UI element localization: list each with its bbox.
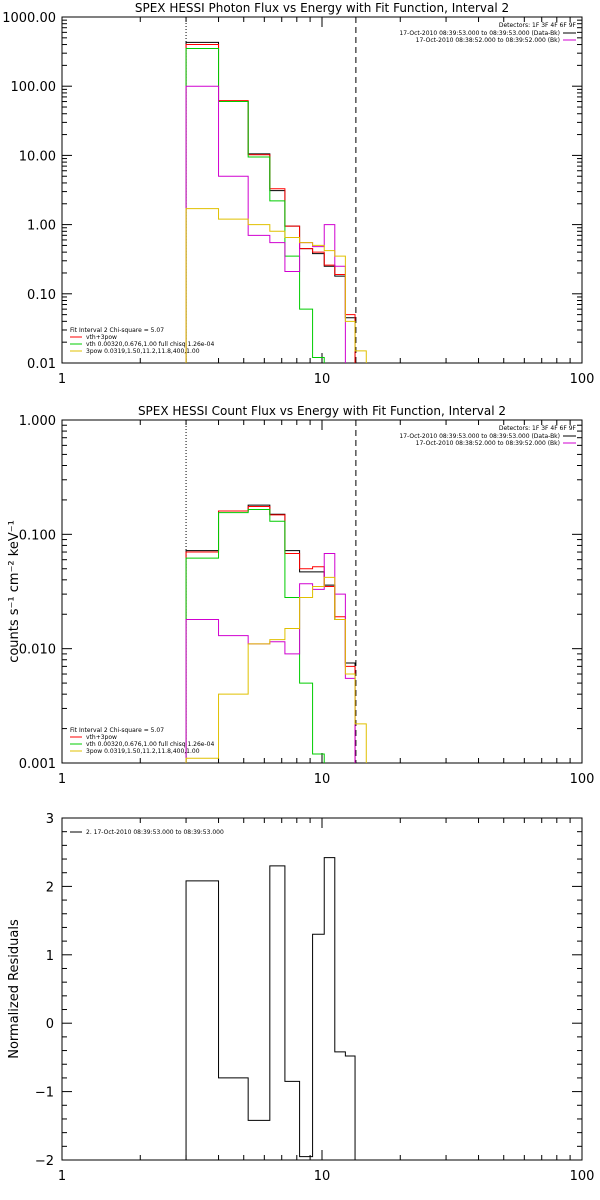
y-axis-label: counts s⁻¹ cm⁻² keV⁻¹ — [7, 520, 22, 663]
y-tick-label: 0.10 — [27, 288, 56, 303]
x-axis: 1 10 100 — [58, 818, 595, 1184]
series-line — [185, 41, 356, 363]
y-tick-label: 0.001 — [19, 757, 56, 772]
y-tick-label: 1.00 — [27, 219, 56, 234]
series-group — [185, 504, 367, 763]
y-tick-label: 1.000 — [19, 414, 56, 429]
chart-1: SPEX HESSI Photon Flux vs Energy with Fi… — [2, 1, 594, 387]
legend-label: 17-Oct-2010 08:38:52.000 to 08:39:52.000… — [416, 37, 560, 44]
plot-frame — [61, 419, 583, 764]
legend-label: vth+3pow — [86, 334, 117, 341]
series-group — [185, 41, 367, 363]
series-line — [185, 44, 356, 363]
y-axis: 0.01 0.10 1.00 10.00 100.00 1000.00 — [2, 11, 582, 372]
series-line — [185, 857, 356, 1160]
series-line — [185, 208, 367, 363]
legend-label: vth 0.00320,0.676,1.00 full chisq 1.26e-… — [86, 741, 214, 748]
y-axis-label: Normalized Residuals — [7, 919, 22, 1059]
series-line — [185, 85, 346, 363]
legend-label: 17-Oct-2010 08:39:53.000 to 08:39:53.000… — [399, 30, 560, 37]
series-line — [185, 506, 356, 763]
series-line — [185, 576, 367, 763]
chart-title: SPEX HESSI Photon Flux vs Energy with Fi… — [135, 1, 509, 15]
series-line — [185, 48, 325, 363]
x-tick-label: 1 — [58, 772, 66, 787]
legend-title: Detectors: 1F 3F 4F 6F 9F — [499, 425, 577, 432]
legend-label: 17-Oct-2010 08:38:52.000 to 08:39:52.000… — [416, 440, 560, 447]
x-tick-label: 10 — [314, 1169, 331, 1184]
y-tick-label: −2 — [35, 1154, 54, 1169]
plot-frame — [61, 16, 583, 364]
legend-label: 3pow 0.0319,1.50,11.2,11.8,400,1.00 — [86, 748, 200, 755]
series-line — [185, 508, 325, 763]
y-tick-label: 0.100 — [19, 528, 56, 543]
legend-label: vth+3pow — [86, 734, 117, 741]
x-tick-label: 1 — [58, 372, 66, 387]
legend-label: 3pow 0.0319,1.50,11.2,11.8,400,1.00 — [86, 348, 200, 355]
legend-label: 17-Oct-2010 08:39:53.000 to 08:39:53.000… — [399, 433, 560, 440]
y-tick-label: −1 — [35, 1086, 54, 1101]
legend-title: Fit Interval 2 Chi-square = 5.07 — [70, 727, 164, 734]
y-tick-label: 2 — [46, 880, 54, 895]
x-tick-label: 10 — [314, 372, 331, 387]
y-tick-label: 1 — [46, 949, 54, 964]
legend-label: vth 0.00320,0.676,1.00 full chisq 1.26e-… — [86, 341, 214, 348]
x-tick-label: 100 — [570, 772, 595, 787]
y-tick-label: 100.00 — [11, 80, 57, 95]
legend-title: Fit Interval 2 Chi-square = 5.07 — [70, 327, 164, 334]
series-line — [185, 504, 356, 763]
x-tick-label: 100 — [570, 1169, 595, 1184]
y-tick-label: 3 — [46, 812, 54, 827]
x-tick-label: 1 — [58, 1169, 66, 1184]
series-group — [185, 857, 356, 1160]
legend-left: 2. 17-Oct-2010 08:39:53.000 to 08:39:53.… — [70, 829, 224, 836]
x-tick-label: 100 — [570, 372, 595, 387]
y-tick-label: 0.010 — [19, 643, 56, 658]
legend-left: Fit Interval 2 Chi-square = 5.07vth+3pow… — [70, 727, 214, 755]
y-axis: 0.001 0.010 0.100 1.000 — [19, 414, 582, 772]
x-tick-label: 10 — [314, 772, 331, 787]
y-axis: −2 −1 0 1 2 3 — [35, 812, 582, 1169]
legend-title: Detectors: 1F 3F 4F 6F 9F — [499, 22, 577, 29]
y-tick-label: 0.01 — [27, 357, 56, 372]
chart-3: 1 10 100 −2 −1 0 1 2 3 Normalized Residuals 2. 17-… — [7, 812, 594, 1184]
y-tick-label: 10.00 — [19, 149, 56, 164]
legend-left: Fit Interval 2 Chi-square = 5.07vth+3pow… — [70, 327, 214, 355]
chart-title: SPEX HESSI Count Flux vs Energy with Fit… — [138, 404, 506, 418]
legend-label: 2. 17-Oct-2010 08:39:53.000 to 08:39:53.… — [86, 829, 224, 836]
chart-2: SPEX HESSI Count Flux vs Energy with Fit… — [7, 404, 594, 787]
y-tick-label: 1000.00 — [2, 11, 56, 26]
plot-frame — [61, 817, 583, 1161]
y-tick-label: 0 — [46, 1017, 54, 1032]
